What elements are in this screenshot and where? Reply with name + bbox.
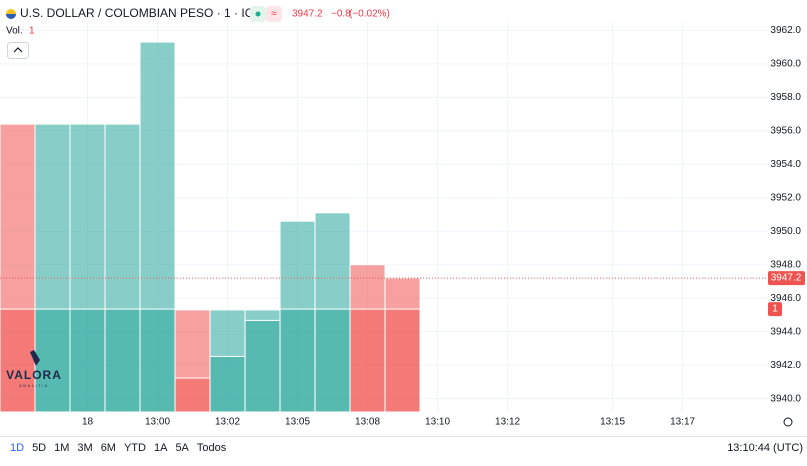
collapse-button[interactable]	[7, 42, 29, 59]
market-status-dot	[255, 11, 261, 17]
watermark-name: VALORA	[6, 368, 62, 382]
y-tick-label: 3946.0	[770, 293, 801, 304]
range-button[interactable]: Todos	[197, 442, 227, 454]
last-price: 3947.2	[292, 9, 323, 20]
volume-bar	[0, 308, 36, 413]
volume-label: Vol.	[6, 26, 23, 37]
volume-bar	[279, 308, 316, 413]
range-button[interactable]: 1A	[154, 442, 168, 454]
toolbar: 1D 5D 1M 3M 6M YTD 1A 5A Todos	[10, 442, 227, 454]
x-tick-label: 13:02	[215, 417, 240, 428]
volume-bar	[209, 355, 246, 413]
range-button[interactable]: 5A	[175, 442, 189, 454]
volume-tag-label: 1	[772, 304, 778, 315]
volume-bar	[384, 308, 421, 413]
volume-bar	[349, 308, 386, 413]
volume-bar	[174, 377, 211, 413]
x-tick-label: 13:05	[285, 417, 310, 428]
data-status[interactable]	[266, 6, 282, 22]
x-tick-label: 13:17	[670, 417, 695, 428]
y-tick-label: 3962.0	[770, 25, 801, 36]
settings-icon[interactable]	[783, 417, 793, 427]
symbol-title[interactable]: U.S. DOLLAR / COLOMBIAN PESO · 1 · ICE	[20, 6, 261, 20]
volume-bar	[314, 308, 351, 413]
volume-bars	[0, 308, 421, 413]
y-tick-label: 3944.0	[770, 326, 801, 337]
range-button[interactable]: YTD	[124, 442, 146, 454]
flag-icon-lower	[6, 14, 16, 19]
last-price-tag	[768, 271, 805, 286]
volume-bar	[104, 308, 141, 413]
volume-bar	[244, 319, 281, 413]
clock: 13:10:44 (UTC)	[727, 442, 803, 454]
volume-value: 1	[29, 26, 35, 37]
y-tick-label: 3958.0	[770, 92, 801, 103]
x-tick-label: 13:12	[495, 417, 520, 428]
y-tick-label: 3956.0	[770, 125, 801, 136]
y-tick-label: 3952.0	[770, 192, 801, 203]
volume-bar	[34, 308, 71, 413]
y-tick-label: 3942.0	[770, 360, 801, 371]
range-button[interactable]: 6M	[101, 442, 116, 454]
x-tick-label: 18	[82, 417, 94, 428]
x-tick-label: 13:15	[600, 417, 625, 428]
range-button[interactable]: 5D	[32, 442, 46, 454]
last-price-label: 3947.2	[771, 273, 802, 284]
watermark-tagline: ANALITIK	[19, 383, 49, 388]
range-button[interactable]: 3M	[77, 442, 92, 454]
collapse-icon	[13, 47, 23, 53]
y-tick-label: 3950.0	[770, 226, 801, 237]
volume-bar	[69, 308, 106, 413]
x-tick-label: 13:00	[145, 417, 170, 428]
y-tick-label: 3940.0	[770, 393, 801, 404]
watermark-logo	[30, 350, 40, 366]
volume-tag	[768, 302, 782, 317]
y-tick-label: 3954.0	[770, 159, 801, 170]
y-tick-label: 3960.0	[770, 58, 801, 69]
data-status-icon: ≈	[271, 9, 277, 20]
x-tick-label: 13:10	[425, 417, 450, 428]
y-tick-label: 3948.0	[770, 259, 801, 270]
volume-bar	[139, 308, 176, 413]
range-button[interactable]: 1M	[54, 442, 69, 454]
x-tick-label: 13:08	[355, 417, 380, 428]
price-change-pct: (−0.02%)	[349, 9, 390, 20]
range-button[interactable]: 1D	[10, 442, 24, 454]
price-change: −0.8	[331, 9, 351, 20]
